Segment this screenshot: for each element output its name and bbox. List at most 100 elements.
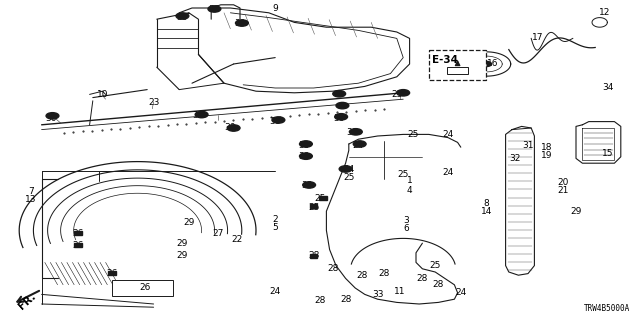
Circle shape — [339, 166, 352, 172]
Text: 25: 25 — [397, 170, 409, 179]
Circle shape — [335, 114, 348, 120]
Text: 30: 30 — [333, 114, 345, 123]
Circle shape — [300, 153, 312, 159]
Circle shape — [459, 68, 463, 70]
Circle shape — [303, 182, 316, 188]
Text: 25: 25 — [314, 194, 326, 203]
Text: 29: 29 — [177, 239, 188, 248]
Text: 6: 6 — [404, 224, 409, 233]
Text: 21: 21 — [557, 186, 569, 195]
Point — [77, 129, 88, 134]
Point — [181, 121, 191, 126]
Circle shape — [300, 141, 312, 147]
Text: 34: 34 — [602, 84, 614, 92]
Text: TRW4B5000A: TRW4B5000A — [584, 304, 630, 313]
Text: 30: 30 — [177, 13, 188, 22]
Circle shape — [208, 6, 221, 12]
Text: 19: 19 — [541, 151, 553, 160]
Text: 25: 25 — [407, 130, 419, 139]
Circle shape — [46, 113, 59, 119]
Circle shape — [454, 68, 458, 70]
Text: 26: 26 — [106, 269, 118, 278]
Circle shape — [481, 61, 492, 67]
Text: 23: 23 — [391, 90, 403, 99]
Text: 30: 30 — [298, 141, 310, 150]
Circle shape — [449, 68, 452, 70]
Text: 23: 23 — [148, 98, 159, 107]
Text: 9: 9 — [273, 4, 278, 13]
Text: 30: 30 — [45, 114, 57, 123]
Point — [379, 106, 389, 111]
Text: 28: 28 — [340, 295, 351, 304]
Point — [163, 123, 173, 128]
Text: 5: 5 — [273, 223, 278, 232]
Point — [285, 113, 295, 118]
Text: 4: 4 — [407, 186, 412, 195]
Point — [266, 115, 276, 120]
Bar — [108, 271, 116, 275]
Point — [294, 113, 305, 118]
Text: 26: 26 — [72, 229, 84, 238]
Circle shape — [397, 90, 410, 96]
Text: 26: 26 — [140, 284, 151, 292]
Point — [247, 116, 257, 121]
Text: 28: 28 — [327, 264, 339, 273]
Circle shape — [227, 125, 240, 131]
Text: 30: 30 — [298, 152, 310, 161]
Point — [125, 125, 135, 131]
Text: 25: 25 — [308, 204, 319, 212]
Text: 11: 11 — [394, 287, 406, 296]
Text: 22: 22 — [231, 236, 243, 244]
Text: 14: 14 — [481, 207, 492, 216]
Point — [172, 122, 182, 127]
Point — [59, 130, 69, 135]
Text: 17: 17 — [532, 33, 543, 42]
Text: 28: 28 — [417, 274, 428, 283]
Text: 20: 20 — [557, 178, 569, 187]
Point — [200, 120, 211, 125]
Text: 31: 31 — [522, 141, 534, 150]
Text: 24: 24 — [343, 165, 355, 174]
Text: 15: 15 — [602, 149, 614, 158]
Text: 28: 28 — [356, 271, 367, 280]
Text: 12: 12 — [599, 8, 611, 17]
Text: 7: 7 — [28, 188, 33, 196]
Point — [209, 119, 220, 124]
Circle shape — [121, 285, 132, 291]
Text: 24: 24 — [442, 168, 454, 177]
Text: 24: 24 — [455, 288, 467, 297]
Circle shape — [272, 117, 285, 123]
Text: 29: 29 — [183, 218, 195, 227]
Point — [143, 124, 154, 129]
Point — [341, 109, 351, 114]
Text: 13: 13 — [25, 196, 36, 204]
Text: 30: 30 — [346, 128, 358, 137]
Text: 30: 30 — [234, 20, 246, 28]
Text: 28: 28 — [433, 280, 444, 289]
Point — [332, 110, 342, 115]
Bar — [74, 243, 82, 247]
Text: 3: 3 — [404, 216, 409, 225]
Text: 28: 28 — [314, 296, 326, 305]
Text: 29: 29 — [177, 252, 188, 260]
Text: 18: 18 — [541, 143, 553, 152]
Bar — [112, 280, 173, 296]
Text: 33: 33 — [372, 290, 383, 299]
Point — [369, 107, 380, 112]
Text: 25: 25 — [429, 261, 441, 270]
Point — [97, 127, 107, 132]
Text: 30: 30 — [209, 5, 220, 14]
Bar — [74, 231, 82, 235]
Circle shape — [349, 129, 362, 135]
Text: 1: 1 — [407, 176, 412, 185]
Text: 26: 26 — [72, 241, 84, 250]
Circle shape — [195, 111, 208, 118]
Point — [257, 116, 267, 121]
Text: 24: 24 — [442, 130, 454, 139]
Text: 8: 8 — [484, 199, 489, 208]
Text: 16: 16 — [487, 60, 499, 68]
Text: 2: 2 — [273, 215, 278, 224]
Circle shape — [464, 68, 468, 70]
Point — [275, 114, 285, 119]
Text: E-34: E-34 — [432, 55, 458, 65]
